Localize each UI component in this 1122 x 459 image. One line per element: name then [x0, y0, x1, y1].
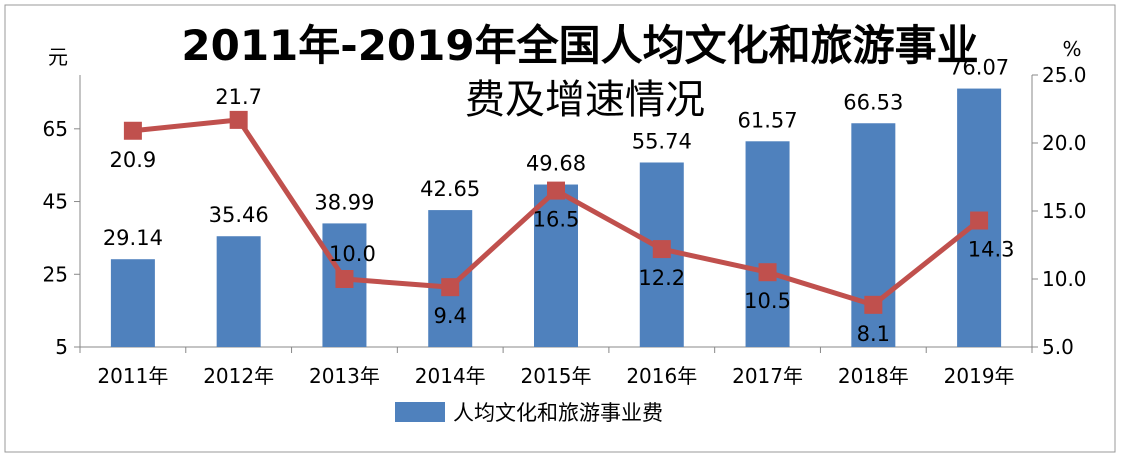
bar-data-label: 35.46	[209, 203, 269, 227]
line-point	[864, 295, 883, 314]
y-tick-label: 25	[43, 262, 68, 286]
y-tick-label: 65	[43, 117, 68, 141]
x-tick-label: 2012年	[203, 364, 274, 388]
line-data-label: 21.7	[215, 85, 262, 109]
bar-data-label: 42.65	[420, 177, 480, 201]
bar-data-label: 61.57	[737, 108, 797, 132]
line-point	[652, 240, 671, 259]
line-data-label: 9.4	[434, 304, 467, 328]
y-axis-right-label: %	[1062, 37, 1081, 61]
bar-data-label: 29.14	[103, 226, 163, 250]
bar-data-label: 55.74	[632, 129, 692, 153]
y-right-tick-label: 20.0	[1042, 131, 1087, 155]
x-tick-label: 2013年	[309, 364, 380, 388]
x-tick-label: 2017年	[732, 364, 803, 388]
line-point	[547, 181, 565, 200]
line-data-label: 10.5	[744, 289, 791, 313]
y-right-tick-label: 25.0	[1042, 63, 1087, 87]
chart-title-line2: 费及增速情况	[465, 77, 705, 123]
line-point	[970, 211, 989, 230]
y-axis-label: 元	[48, 45, 68, 69]
line-data-label: 10.0	[329, 242, 376, 266]
x-tick-label: 2015年	[521, 364, 592, 388]
bar	[745, 141, 790, 347]
chart-title: 2011年-2019年全国人均文化和旅游事业	[181, 21, 978, 70]
line-data-label: 16.5	[533, 208, 580, 232]
legend-label: 人均文化和旅游事业费	[453, 401, 663, 425]
line-point	[441, 278, 460, 297]
bar-data-label: 66.53	[843, 90, 903, 114]
line-data-label: 20.9	[110, 148, 157, 172]
bar	[110, 259, 155, 347]
x-tick-label: 2014年	[415, 364, 486, 388]
line-data-label: 14.3	[968, 238, 1015, 262]
x-tick-label: 2019年	[944, 364, 1015, 388]
bar-data-label: 49.68	[526, 152, 586, 176]
bar-data-label: 38.99	[314, 190, 374, 214]
legend-swatch	[395, 402, 445, 422]
bar	[534, 184, 578, 347]
y-tick-label: 5	[55, 335, 68, 359]
x-tick-label: 2016年	[626, 364, 697, 388]
x-tick-label: 2018年	[838, 364, 909, 388]
y-right-tick-label: 15.0	[1042, 199, 1087, 223]
x-tick-label: 2011年	[97, 364, 168, 388]
y-tick-label: 45	[43, 190, 68, 214]
line-data-label: 8.1	[857, 322, 890, 346]
bar-data-label: 76.07	[949, 56, 1009, 80]
y-right-tick-label: 10.0	[1042, 267, 1087, 291]
line-point	[123, 121, 142, 140]
y-right-tick-label: 5.0	[1042, 335, 1074, 359]
line-point	[335, 270, 354, 288]
line-point	[758, 263, 777, 282]
bar	[216, 236, 261, 347]
line-point	[229, 110, 248, 129]
line-data-label: 12.2	[638, 266, 685, 290]
